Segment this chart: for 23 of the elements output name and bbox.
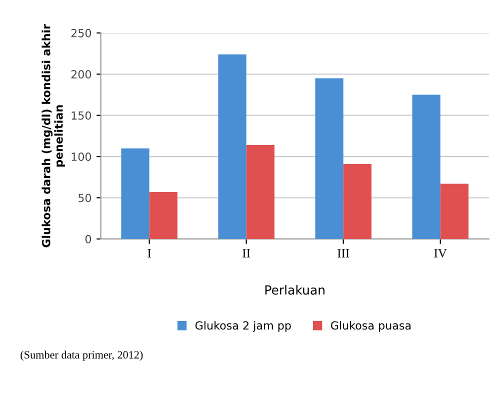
bar: [440, 184, 469, 239]
bar: [149, 192, 178, 239]
x-tick-label: IV: [434, 249, 447, 258]
y-tick-label: 200: [71, 70, 92, 79]
text: (Sumber data primer, 2012): [20, 350, 143, 361]
bar: [121, 148, 150, 239]
y-tick-label: 100: [72, 152, 92, 161]
y-tick-label: 150: [72, 111, 92, 120]
bar: [315, 78, 344, 239]
bar: [343, 164, 372, 239]
bar: [218, 54, 246, 239]
x-tick-label: II: [242, 249, 250, 258]
x-tick-label: I: [148, 249, 151, 258]
legend-label: Glukosa 2 jam pp: [195, 321, 291, 332]
y-tick-label: 50: [78, 194, 92, 202]
x-axis-title: Perlakuan: [265, 285, 324, 295]
y-tick-label: 250: [71, 28, 92, 38]
legend-label: Glukosa puasa: [330, 321, 411, 332]
y-axis-title: Glukosa darah (mg/dl) kondisi akhir penelitian: [42, 24, 66, 248]
bar: [246, 145, 274, 239]
bar: [412, 94, 440, 239]
y-tick-label: 0: [85, 234, 92, 244]
x-tick-label: III: [338, 249, 350, 258]
